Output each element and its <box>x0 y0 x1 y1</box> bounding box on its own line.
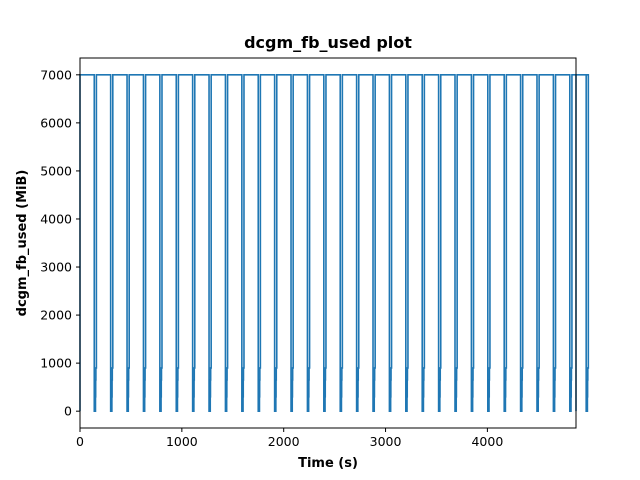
y-tick-label: 4000 <box>40 211 72 226</box>
y-tick-label: 7000 <box>40 67 72 82</box>
x-tick-label: 0 <box>76 434 84 449</box>
y-tick-label: 1000 <box>40 356 72 371</box>
y-axis-title: dcgm_fb_used (MiB) <box>15 170 30 317</box>
x-axis: 0 1000 2000 3000 4000 <box>76 428 503 449</box>
series-line <box>79 74 590 412</box>
x-tick-label: 2000 <box>268 434 300 449</box>
chart-title: dcgm_fb_used plot <box>244 33 412 52</box>
x-tick-label: 3000 <box>370 434 402 449</box>
y-tick-label: 5000 <box>40 163 72 178</box>
y-tick-label: 0 <box>64 404 72 419</box>
x-tick-label: 1000 <box>166 434 198 449</box>
y-tick-label: 2000 <box>40 308 72 323</box>
x-axis-title: Time (s) <box>298 456 358 471</box>
y-tick-label: 6000 <box>40 115 72 130</box>
y-tick-label: 3000 <box>40 260 72 275</box>
plot-area <box>79 57 590 429</box>
series-layer <box>79 74 590 412</box>
x-tick-label: 4000 <box>471 434 503 449</box>
y-axis: 0 1000 2000 3000 4000 5000 6000 7000 <box>40 67 80 419</box>
plot-frame <box>79 57 577 429</box>
